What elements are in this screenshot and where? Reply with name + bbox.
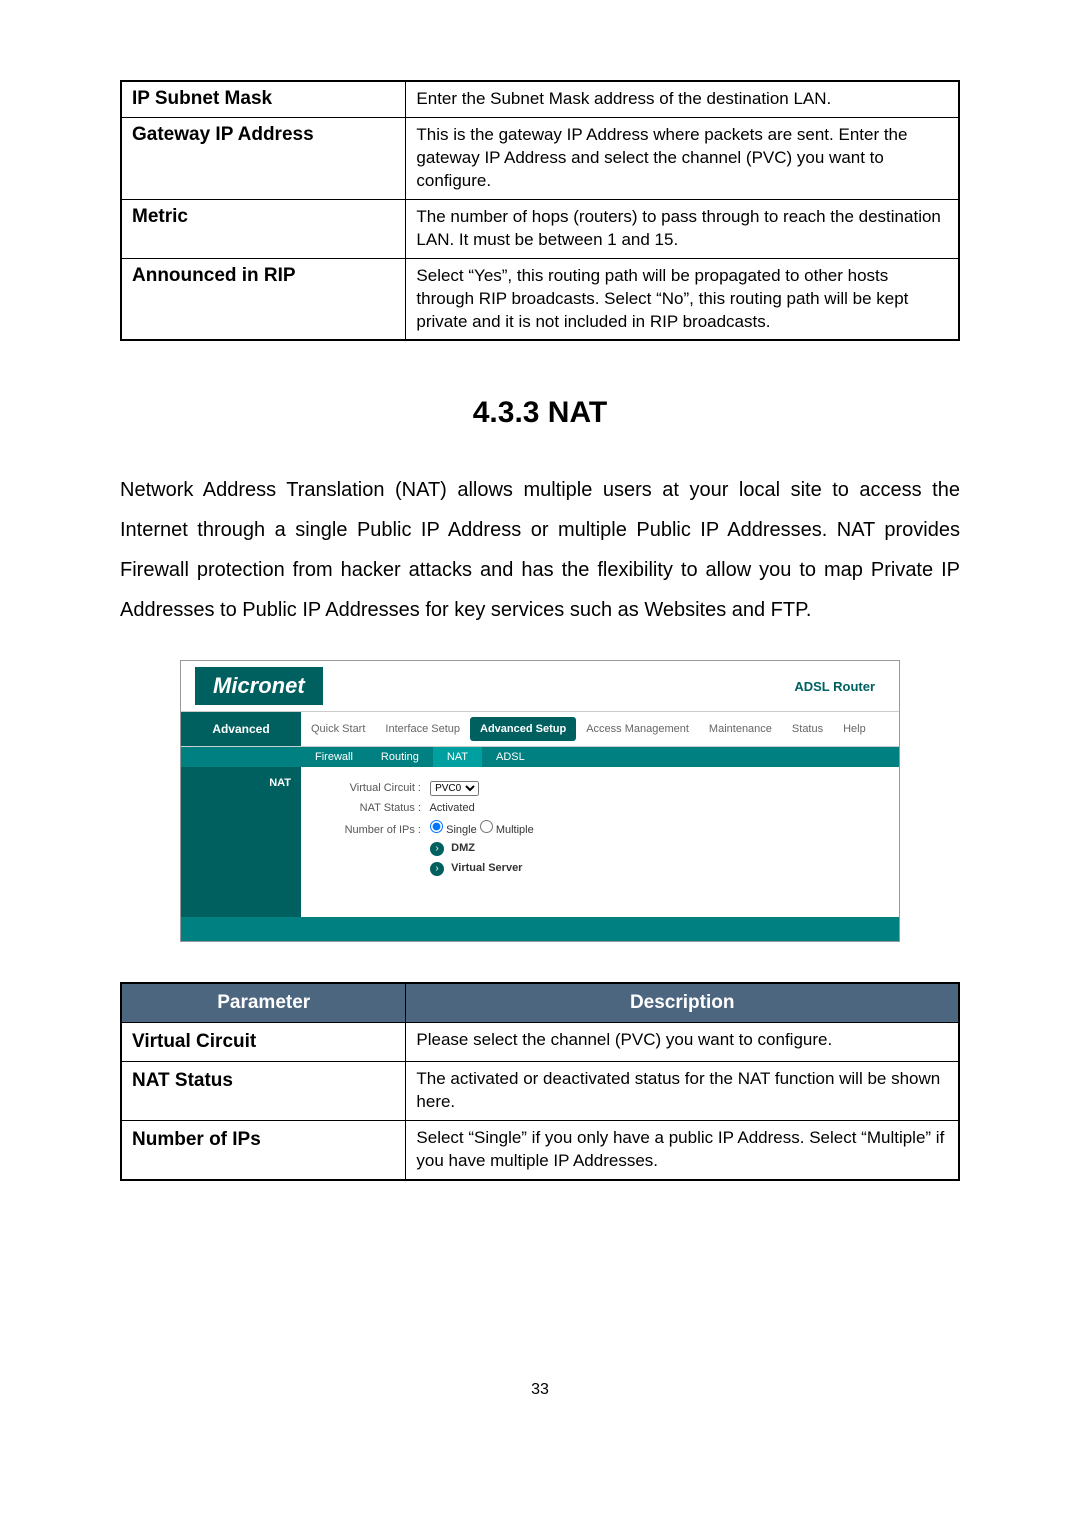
param-header: Parameter xyxy=(121,983,406,1023)
param-label: NAT Status xyxy=(121,1062,406,1121)
subtab-nat[interactable]: NAT xyxy=(433,747,482,767)
param-desc: Select “Single” if you only have a publi… xyxy=(406,1120,959,1179)
definitions-table: IP Subnet Mask Enter the Subnet Mask add… xyxy=(120,80,960,341)
subtab-firewall[interactable]: Firewall xyxy=(301,747,367,767)
arrow-icon: › xyxy=(430,842,444,856)
virtual-server-link[interactable]: Virtual Server xyxy=(451,862,522,874)
section-heading: 4.3.3 NAT xyxy=(120,396,960,430)
vc-select[interactable]: PVC0 xyxy=(430,781,479,796)
top-tabs: Quick Start Interface Setup Advanced Set… xyxy=(301,712,899,746)
subtab-adsl[interactable]: ADSL xyxy=(482,747,539,767)
param-label: Virtual Circuit xyxy=(121,1023,406,1062)
nip-label: Number of IPs : xyxy=(321,824,421,836)
row-label: Announced in RIP xyxy=(121,258,406,340)
page-number: 33 xyxy=(120,1381,960,1399)
nip-single-label: Single xyxy=(446,824,477,836)
nip-multiple-radio[interactable] xyxy=(480,820,493,833)
param-desc: The activated or deactivated status for … xyxy=(406,1062,959,1121)
tab-quick-start[interactable]: Quick Start xyxy=(301,717,375,741)
row-label: Gateway IP Address xyxy=(121,117,406,199)
tab-interface-setup[interactable]: Interface Setup xyxy=(375,717,470,741)
status-value: Activated xyxy=(429,802,474,814)
router-label: ADSL Router xyxy=(794,679,885,694)
desc-header: Description xyxy=(406,983,959,1023)
arrow-icon: › xyxy=(430,862,444,876)
content-side-label: NAT xyxy=(181,767,301,917)
vc-label: Virtual Circuit : xyxy=(321,782,421,794)
brand-logo: Micronet xyxy=(195,667,323,705)
tab-advanced-setup[interactable]: Advanced Setup xyxy=(470,717,576,741)
row-desc: This is the gateway IP Address where pac… xyxy=(406,117,959,199)
router-screenshot: Micronet ADSL Router Advanced Quick Star… xyxy=(120,660,960,942)
tab-status[interactable]: Status xyxy=(782,717,833,741)
tab-help[interactable]: Help xyxy=(833,717,876,741)
status-label: NAT Status : xyxy=(321,802,421,814)
row-label: Metric xyxy=(121,199,406,258)
sub-tabs: Firewall Routing NAT ADSL xyxy=(301,747,899,767)
row-desc: Select “Yes”, this routing path will be … xyxy=(406,258,959,340)
side-label: Advanced xyxy=(181,712,301,746)
nip-multiple-label: Multiple xyxy=(496,824,534,836)
row-label: IP Subnet Mask xyxy=(121,81,406,117)
param-label: Number of IPs xyxy=(121,1120,406,1179)
param-desc: Please select the channel (PVC) you want… xyxy=(406,1023,959,1062)
nip-single-radio[interactable] xyxy=(430,820,443,833)
dmz-link[interactable]: DMZ xyxy=(451,842,475,854)
subtab-routing[interactable]: Routing xyxy=(367,747,433,767)
body-paragraph: Network Address Translation (NAT) allows… xyxy=(120,470,960,630)
parameter-table: Parameter Description Virtual Circuit Pl… xyxy=(120,982,960,1180)
nat-form: Virtual Circuit : PVC0 NAT Status : Acti… xyxy=(301,767,899,917)
row-desc: Enter the Subnet Mask address of the des… xyxy=(406,81,959,117)
row-desc: The number of hops (routers) to pass thr… xyxy=(406,199,959,258)
tab-maintenance[interactable]: Maintenance xyxy=(699,717,782,741)
tab-access-management[interactable]: Access Management xyxy=(576,717,699,741)
